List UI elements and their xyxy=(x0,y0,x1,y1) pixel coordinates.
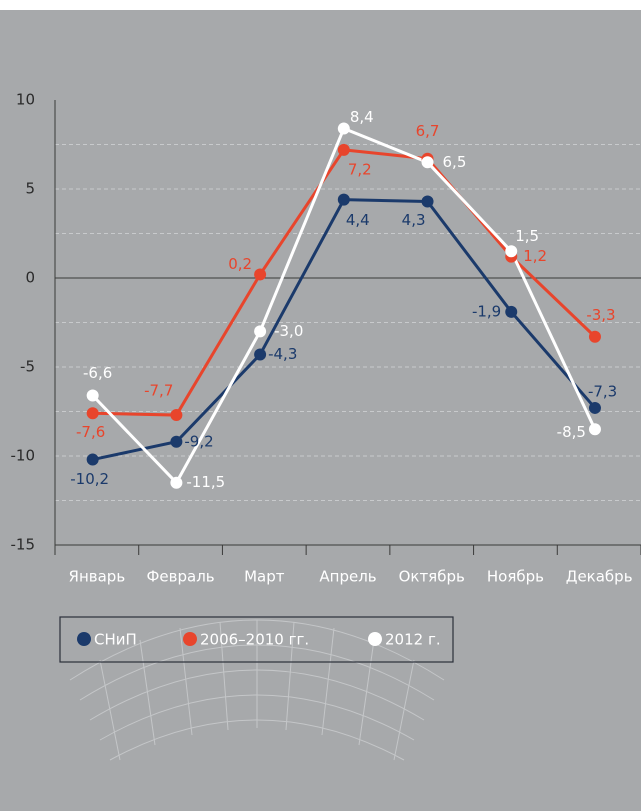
data-label: 4,3 xyxy=(402,211,426,229)
top-strip xyxy=(0,0,641,10)
data-label: -8,5 xyxy=(557,423,586,441)
data-label: 1,2 xyxy=(523,247,547,265)
data-label: 7,2 xyxy=(348,160,372,178)
data-point xyxy=(170,436,182,448)
data-point xyxy=(589,423,601,435)
data-point xyxy=(338,122,350,134)
data-point xyxy=(87,389,99,401)
y-tick-label: 0 xyxy=(25,269,35,287)
chart: 10 5 0 -5 -10 -15 Январь Февраль Март Апрель Октяб… xyxy=(0,0,641,811)
data-label: -3,3 xyxy=(586,306,615,324)
data-point xyxy=(505,245,517,257)
data-label: 6,5 xyxy=(443,153,467,171)
data-point xyxy=(589,402,601,414)
data-label: -6,6 xyxy=(83,364,112,382)
y-tick-label: 10 xyxy=(16,91,35,109)
data-point xyxy=(338,194,350,206)
y-tick-label: -5 xyxy=(20,358,35,376)
data-point xyxy=(422,195,434,207)
legend-label: 2012 г. xyxy=(385,631,441,649)
data-label: -3,0 xyxy=(274,322,303,340)
x-tick-label: Декабрь xyxy=(566,568,633,586)
legend-marker xyxy=(368,632,382,646)
data-point xyxy=(254,268,266,280)
data-label: -10,2 xyxy=(70,470,109,488)
data-label: -1,9 xyxy=(472,302,501,320)
data-label: -7,6 xyxy=(76,423,105,441)
x-tick-label: Октябрь xyxy=(399,568,465,586)
data-label: 0,2 xyxy=(228,255,252,273)
y-tick-label: -15 xyxy=(11,536,36,554)
data-point xyxy=(422,156,434,168)
x-tick-label: Апрель xyxy=(319,568,376,586)
data-label: 1,5 xyxy=(515,227,539,245)
x-tick-label: Февраль xyxy=(147,568,215,586)
data-point xyxy=(254,349,266,361)
data-label: 6,7 xyxy=(416,122,440,140)
page: 10 5 0 -5 -10 -15 Январь Февраль Март Апрель Октяб… xyxy=(0,0,641,811)
data-label: -4,3 xyxy=(268,345,297,363)
legend-label: СНиП xyxy=(94,631,137,649)
x-tick-label: Март xyxy=(244,568,285,586)
data-point xyxy=(170,409,182,421)
data-point xyxy=(87,407,99,419)
data-label: -7,3 xyxy=(588,382,617,400)
legend-marker xyxy=(77,632,91,646)
data-label: -9,2 xyxy=(184,432,213,450)
x-tick-label: Январь xyxy=(69,568,126,586)
data-label: 8,4 xyxy=(350,108,374,126)
data-point xyxy=(170,477,182,489)
background xyxy=(0,0,641,811)
data-label: -7,7 xyxy=(144,382,173,400)
data-label: -11,5 xyxy=(186,473,225,491)
y-tick-label: -10 xyxy=(11,447,36,465)
x-tick-label: Ноябрь xyxy=(487,568,544,586)
data-point xyxy=(505,306,517,318)
legend-label: 2006–2010 гг. xyxy=(200,631,309,649)
legend-marker xyxy=(183,632,197,646)
data-label: 4,4 xyxy=(346,211,370,229)
data-point xyxy=(254,325,266,337)
data-point xyxy=(338,144,350,156)
data-point xyxy=(87,454,99,466)
y-tick-label: 5 xyxy=(25,180,35,198)
data-point xyxy=(589,331,601,343)
